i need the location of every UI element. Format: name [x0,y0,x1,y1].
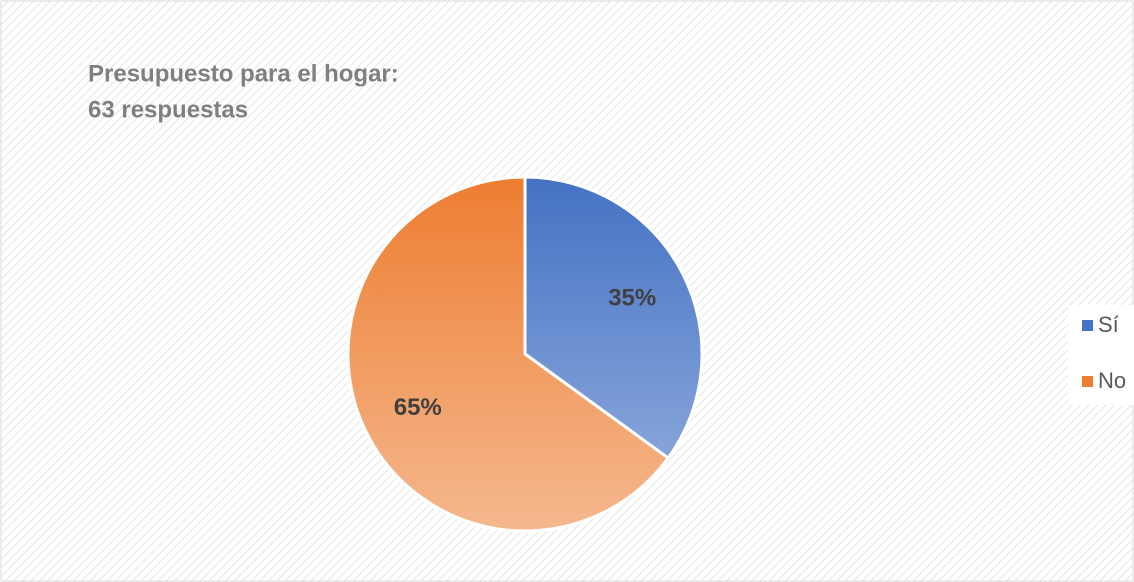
legend-swatch [1082,376,1093,387]
legend-box [1068,305,1134,405]
legend-swatch [1082,320,1093,331]
chart-subtitle: 63 respuestas [88,96,248,123]
pie-slice [523,175,704,461]
data-label: 35% [608,285,656,312]
data-label: 65% [394,394,442,421]
chart-title: Presupuesto para el hogar: [88,60,399,87]
pie-slice [346,175,671,533]
legend-label: Sí [1098,312,1119,337]
legend-label: No [1098,368,1126,393]
